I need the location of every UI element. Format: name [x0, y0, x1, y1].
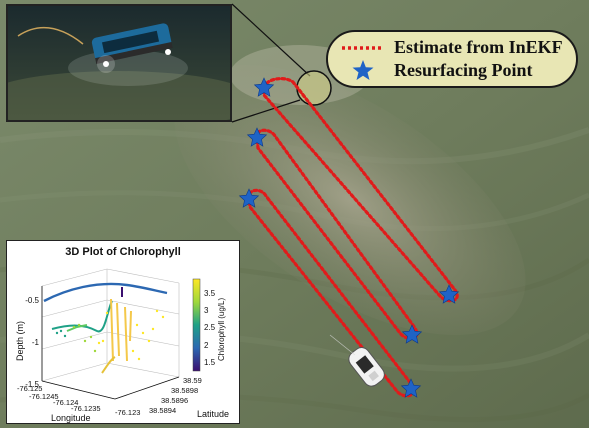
data-point	[89, 335, 93, 339]
boat-tether	[329, 334, 356, 356]
series-mid-track	[51, 300, 113, 333]
y-tick-2: 38.5896	[161, 396, 188, 405]
series-deep-track	[101, 356, 116, 374]
legend-item-resurfacing: Resurfacing Point	[340, 59, 533, 81]
z-tick-1: -1	[32, 338, 40, 347]
chlorophyll-chart: 3D Plot of Chlorophyll	[6, 240, 240, 424]
data-point	[59, 329, 63, 333]
underwater-vehicle-photo	[8, 6, 230, 120]
cb-tick-0: 3.5	[204, 289, 216, 298]
z-tick-2: -1.5	[25, 380, 39, 389]
zoom-circle	[296, 70, 332, 106]
z-tick-0: -0.5	[25, 296, 39, 305]
x-tick-2: -76.124	[53, 398, 78, 407]
data-point	[55, 331, 59, 335]
y-axis-label: Latitude	[197, 409, 229, 419]
data-point	[151, 327, 155, 331]
data-point	[137, 357, 141, 361]
dashed-line-icon	[340, 38, 386, 58]
colorbar-label: Chlorophyll (ug/L)	[217, 298, 226, 361]
series-surface-track	[43, 282, 168, 303]
cb-tick-3: 2	[204, 341, 209, 350]
legend-label-resurfacing: Resurfacing Point	[394, 60, 533, 80]
zoom-line-top	[231, 3, 311, 77]
data-point	[93, 349, 97, 353]
y-tick-3: 38.5894	[149, 406, 176, 415]
x-tick-4: -76.123	[115, 408, 140, 417]
star-icon	[340, 59, 386, 81]
data-point	[131, 349, 135, 353]
z-ticks: -0.5 -1 -1.5	[25, 296, 39, 389]
star-6	[400, 378, 422, 398]
x-tick-0: -76.125	[17, 384, 42, 393]
y-tick-0: 38.59	[183, 376, 202, 385]
cb-tick-4: 1.5	[204, 358, 216, 367]
data-point	[147, 339, 151, 343]
inset-underwater-photo	[6, 4, 232, 122]
colorbar-ticks: 3.5 3 2.5 2 1.5	[204, 289, 216, 367]
x-tick-1: -76.1245	[29, 392, 59, 401]
series-dive-tracks	[110, 298, 132, 362]
chart-grid	[41, 268, 180, 400]
resurfacing-points	[238, 77, 460, 398]
y-ticks: 38.59 38.5898 38.5896 38.5894	[149, 376, 202, 415]
x-tick-3: -76.1235	[71, 404, 101, 413]
chart-axes	[41, 286, 180, 400]
data-point	[161, 315, 165, 319]
chart-title: 3D Plot of Chlorophyll	[65, 246, 181, 258]
cb-tick-1: 3	[204, 306, 209, 315]
data-point	[105, 311, 109, 315]
star-4	[438, 284, 460, 304]
star-2	[246, 127, 268, 147]
z-axis-label: Depth (m)	[15, 321, 25, 361]
y-tick-1: 38.5898	[171, 386, 198, 395]
data-point	[83, 339, 87, 343]
data-point	[72, 325, 76, 329]
legend-label-estimate: Estimate from InEKF	[394, 37, 563, 57]
cb-tick-2: 2.5	[204, 323, 216, 332]
star-5	[401, 324, 423, 344]
x-axis-label: Longitude	[51, 413, 91, 423]
data-point	[135, 323, 139, 327]
star-3	[238, 188, 260, 208]
data-point	[155, 309, 159, 313]
star-1	[253, 77, 275, 97]
series-green-track	[66, 324, 88, 332]
x-ticks: -76.125 -76.1245 -76.124 -76.1235 -76.12…	[17, 384, 140, 417]
data-point	[141, 331, 145, 335]
colorbar	[192, 278, 201, 372]
boat	[348, 347, 385, 387]
legend-item-estimate: Estimate from InEKF	[340, 37, 563, 58]
data-point	[101, 339, 105, 343]
data-point	[63, 334, 67, 338]
chart-plot-area: 3.5 3 2.5 2 1.5 Chlorophyll (ug/L) -0.5 …	[15, 268, 229, 423]
zoom-line-bottom	[231, 99, 301, 123]
chart-marks	[43, 282, 168, 374]
legend: Estimate from InEKF Resurfacing Point	[326, 30, 578, 88]
data-point	[77, 323, 81, 327]
data-point	[97, 341, 101, 345]
